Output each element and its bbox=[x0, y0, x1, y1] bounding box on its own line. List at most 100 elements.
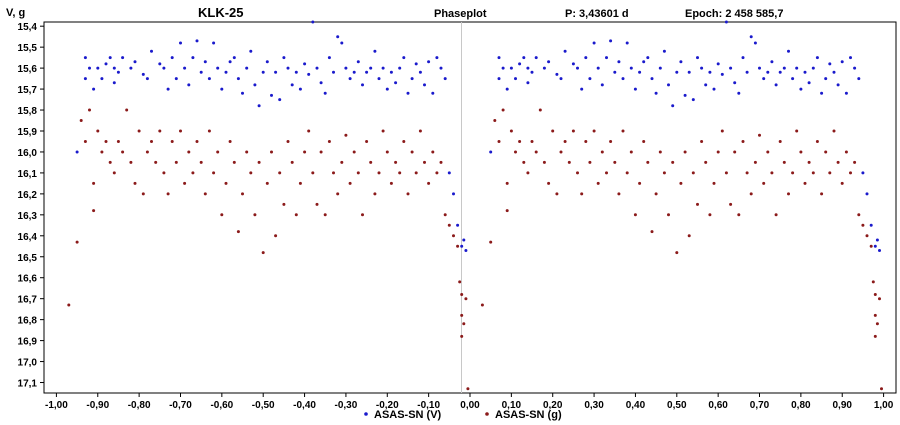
point-g bbox=[282, 202, 286, 206]
x-tick-label: 0,10 bbox=[502, 400, 522, 411]
point-g bbox=[687, 234, 691, 238]
point-v bbox=[596, 66, 600, 70]
point-g bbox=[638, 181, 642, 185]
point-v bbox=[423, 83, 426, 87]
point-v bbox=[737, 91, 741, 95]
point-g bbox=[220, 213, 224, 217]
point-v bbox=[638, 70, 642, 74]
x-tick-label: 0,80 bbox=[791, 400, 811, 411]
point-g bbox=[840, 181, 844, 185]
point-v bbox=[617, 60, 621, 64]
point-g bbox=[683, 150, 687, 154]
point-g bbox=[712, 181, 716, 185]
point-v bbox=[361, 83, 364, 87]
point-g bbox=[787, 192, 790, 196]
point-g bbox=[232, 160, 236, 164]
point-v bbox=[402, 56, 406, 60]
point-v bbox=[187, 83, 191, 87]
point-v bbox=[195, 39, 199, 43]
x-tick-label: 0,30 bbox=[584, 400, 604, 411]
point-v bbox=[236, 77, 240, 81]
point-g bbox=[555, 192, 559, 196]
point-v bbox=[352, 70, 356, 74]
point-v bbox=[530, 70, 534, 74]
point-v bbox=[307, 72, 311, 76]
point-v bbox=[282, 56, 286, 60]
point-g bbox=[737, 213, 741, 217]
point-v bbox=[840, 60, 844, 64]
point-v bbox=[600, 83, 604, 87]
point-g bbox=[92, 181, 96, 185]
point-v bbox=[274, 70, 278, 74]
point-g bbox=[253, 213, 257, 217]
point-g bbox=[758, 133, 761, 137]
point-v bbox=[389, 70, 393, 74]
point-g bbox=[571, 129, 575, 133]
point-g bbox=[733, 150, 737, 154]
point-v bbox=[675, 70, 679, 74]
y-axis: 15,4 15,5 15,6 15,7 15,8 15,9 16,0 16,1 16,2 16,3… bbox=[18, 22, 44, 390]
plot-frame bbox=[43, 21, 897, 394]
point-v bbox=[629, 66, 633, 70]
point-v bbox=[526, 81, 530, 85]
point-v bbox=[427, 60, 431, 64]
point-g bbox=[125, 108, 129, 112]
point-g bbox=[592, 129, 596, 133]
point-v bbox=[381, 66, 385, 70]
point-v bbox=[241, 91, 244, 95]
point-g bbox=[88, 108, 91, 112]
point-v bbox=[104, 62, 108, 66]
point-g bbox=[853, 160, 857, 164]
point-v bbox=[708, 70, 712, 74]
point-g bbox=[212, 171, 216, 175]
point-v bbox=[261, 70, 265, 74]
point-v bbox=[497, 77, 501, 81]
point-g bbox=[849, 171, 852, 175]
point-v bbox=[505, 87, 509, 91]
point-g bbox=[873, 293, 877, 296]
point-g bbox=[414, 171, 418, 175]
point-g bbox=[133, 181, 137, 185]
point-v bbox=[414, 62, 418, 66]
point-v bbox=[795, 66, 799, 70]
point-g bbox=[294, 213, 298, 217]
point-v bbox=[228, 60, 232, 64]
point-v bbox=[75, 150, 79, 154]
point-v bbox=[646, 56, 650, 60]
point-v bbox=[443, 77, 447, 81]
point-v bbox=[849, 56, 852, 60]
point-v bbox=[315, 66, 319, 70]
point-g bbox=[121, 150, 125, 154]
point-v bbox=[245, 66, 249, 70]
y-tick-label: 16,3 bbox=[18, 211, 38, 222]
x-tick-label: 0,70 bbox=[750, 400, 770, 411]
point-g bbox=[274, 234, 278, 238]
point-v bbox=[514, 77, 517, 81]
point-g bbox=[166, 192, 170, 196]
point-g bbox=[249, 171, 253, 175]
point-g bbox=[480, 303, 484, 307]
point-g bbox=[493, 119, 497, 122]
point-g bbox=[315, 202, 319, 206]
point-g bbox=[241, 192, 244, 196]
x-tick-label: 0,20 bbox=[543, 400, 563, 411]
point-v bbox=[683, 93, 687, 97]
point-g bbox=[108, 160, 112, 164]
point-v bbox=[336, 35, 340, 39]
point-g bbox=[704, 160, 708, 164]
x-axis: -1,00 -0,90 -0,80 -0,70 -0,60 -0,50 -0,40 -0,30… bbox=[45, 393, 894, 411]
point-g bbox=[633, 213, 637, 217]
point-g bbox=[207, 129, 211, 133]
point-v bbox=[762, 77, 766, 81]
point-v bbox=[588, 77, 592, 81]
point-v bbox=[658, 66, 662, 70]
point-g bbox=[584, 140, 588, 143]
x-tick-label: -0,90 bbox=[86, 400, 109, 411]
point-v bbox=[298, 87, 302, 91]
point-g bbox=[658, 150, 662, 154]
point-g bbox=[547, 181, 551, 185]
point-v bbox=[733, 81, 737, 85]
point-v bbox=[112, 66, 116, 70]
point-v bbox=[435, 56, 439, 60]
point-g bbox=[741, 140, 745, 143]
